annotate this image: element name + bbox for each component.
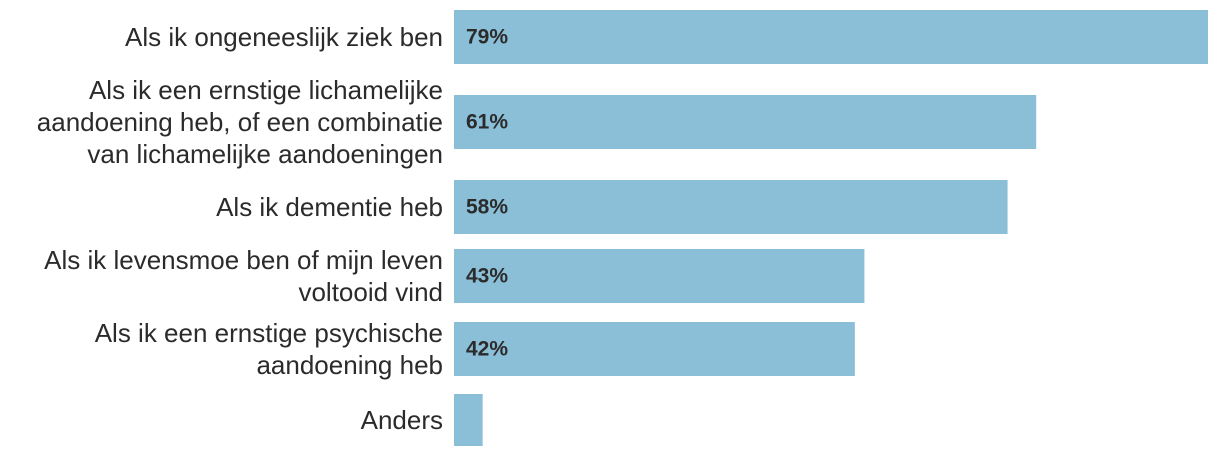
bar-3 bbox=[454, 249, 865, 303]
bar-5 bbox=[454, 394, 483, 446]
value-label-2: 58% bbox=[466, 196, 508, 219]
value-label-4: 42% bbox=[466, 338, 508, 361]
bar-0 bbox=[454, 10, 1208, 64]
bar-1 bbox=[454, 95, 1037, 149]
category-label-3: Als ik levensmoe ben of mijn leven voltoo… bbox=[44, 245, 443, 307]
value-labels-group: 79% 61% 58% 43% 42% bbox=[466, 26, 508, 361]
category-label-line: voltooid vind bbox=[298, 277, 443, 307]
category-label-line: Als ik ongeneeslijk ziek ben bbox=[125, 22, 443, 52]
category-label-4: Als ik een ernstige psychische aandoening… bbox=[95, 318, 443, 380]
category-label-line: aandoening heb bbox=[256, 350, 443, 380]
category-label-line: Als ik levensmoe ben of mijn leven bbox=[44, 245, 443, 275]
value-label-0: 79% bbox=[466, 26, 508, 49]
bar-2 bbox=[454, 180, 1008, 234]
category-label-line: Als ik een ernstige psychische bbox=[95, 318, 443, 348]
category-label-line: Anders bbox=[361, 405, 443, 435]
category-label-5: Anders bbox=[361, 405, 443, 435]
category-label-line: Als ik dementie heb bbox=[216, 192, 443, 222]
value-label-3: 43% bbox=[466, 265, 508, 288]
category-label-line: van lichamelijke aandoeningen bbox=[87, 139, 443, 169]
category-label-1: Als ik een ernstige lichamelijke aandoeni… bbox=[37, 75, 443, 169]
bar-4 bbox=[454, 322, 855, 376]
category-label-line: Als ik een ernstige lichamelijke bbox=[89, 75, 443, 105]
category-label-0: Als ik ongeneeslijk ziek ben bbox=[125, 22, 443, 52]
category-label-2: Als ik dementie heb bbox=[216, 192, 443, 222]
category-labels-group: Als ik ongeneeslijk ziek ben Als ik een e… bbox=[37, 22, 443, 435]
bars-group bbox=[454, 10, 1208, 446]
value-label-1: 61% bbox=[466, 111, 508, 134]
category-label-line: aandoening heb, of een combinatie bbox=[37, 107, 443, 137]
